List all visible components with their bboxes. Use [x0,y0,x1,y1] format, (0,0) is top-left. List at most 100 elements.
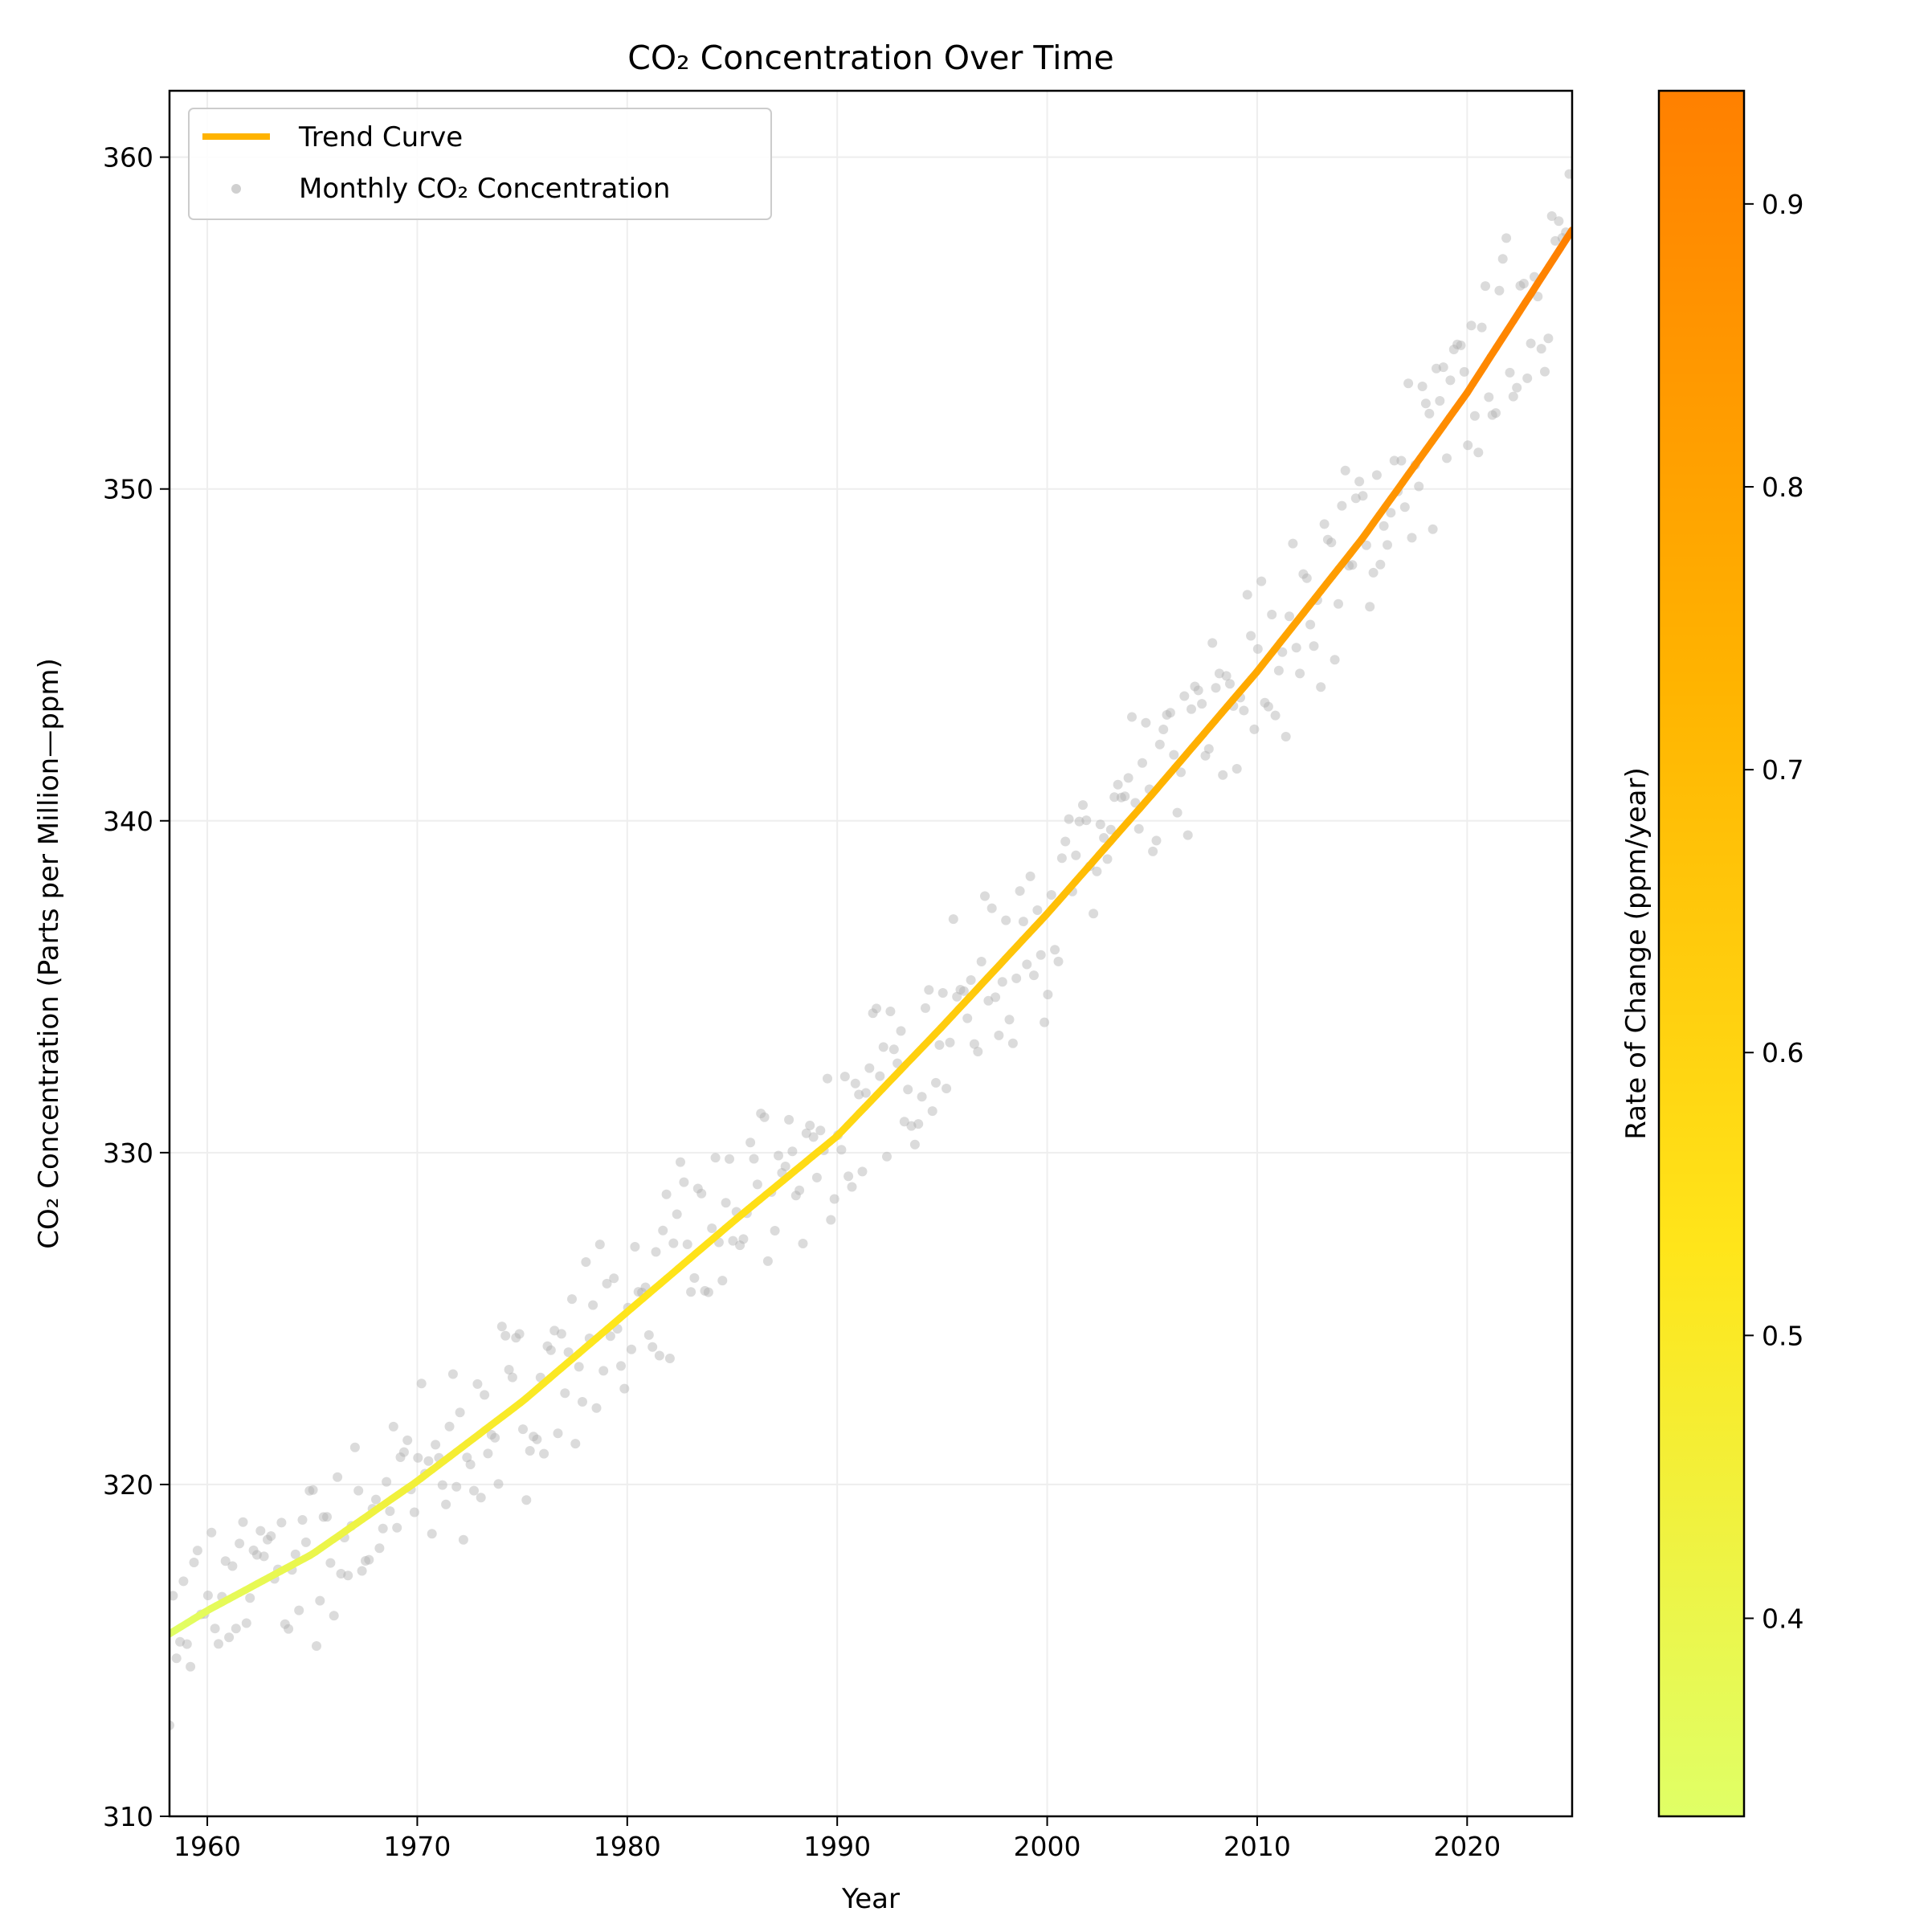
y-tick-label: 320 [103,1469,153,1501]
x-tick-label: 1970 [383,1831,451,1862]
scatter-point [462,1452,472,1463]
scatter-point [444,1421,455,1432]
scatter-point [388,1421,398,1432]
scatter-point [770,1226,780,1236]
scatter-point [1120,791,1130,802]
scatter-point [997,977,1007,987]
scatter-point [823,1073,832,1084]
scatter-point [1497,254,1508,264]
scatter-point [1169,750,1179,760]
scatter-point [759,1112,770,1122]
scatter-point [1001,915,1011,925]
scatter-point [888,1044,899,1055]
scatter-point [1403,378,1414,389]
scatter-point [1138,758,1147,768]
scatter-point [668,1238,679,1248]
scatter-point [885,1007,896,1016]
scatter-point [1127,712,1137,722]
colorbar: 0.4 0.5 0.6 0.7 0.8 0.9 Rate of Change (ppm/y… [1620,89,1803,1818]
scatter-point [1386,508,1396,518]
scatter-point [1494,285,1505,296]
scatter-point [728,1236,738,1246]
scatter-point [1081,815,1092,826]
scatter-point [934,1040,945,1050]
scatter-point [238,1517,248,1527]
scatter-point [1092,866,1102,876]
scatter-point [231,1624,241,1634]
scatter-point [1102,854,1113,864]
scatter-point [1207,638,1218,648]
scatter-point [966,975,976,985]
scatter-point [1263,701,1273,712]
legend: Trend Curve Monthly CO₂ Concentration [188,108,772,220]
scatter-point [511,1333,521,1343]
scatter-point [322,1512,332,1522]
scatter-point [1183,830,1193,840]
scatter-point [1424,408,1435,419]
scatter-point [416,1379,427,1389]
scatter-point [1252,643,1263,654]
scatter-point [1267,610,1277,619]
colorbar-label: Rate of Change (ppm/year) [1620,767,1652,1139]
legend-box [188,108,772,220]
scatter-point [725,1154,734,1164]
scatter-point [707,1223,717,1233]
scatter-point [1242,590,1252,600]
scatter-point [1239,705,1249,716]
scatter-point [844,1171,854,1182]
scatter-point [518,1424,528,1435]
scatter-point [378,1523,388,1534]
scatter-point [542,1341,553,1351]
scatter-point [1260,697,1270,708]
scatter-point [220,1556,231,1566]
scatter-point [556,1329,566,1339]
scatter-point [1383,540,1392,550]
scatter-point [224,1632,235,1643]
scatter-point [1554,216,1564,227]
scatter-point [496,1321,507,1332]
scatter-point [1116,792,1126,803]
scatter-point [1350,493,1361,504]
scatter-point [1060,836,1071,847]
scatter-point [1399,502,1410,513]
y-tick-label: 340 [103,806,153,837]
scatter-point [927,1106,937,1117]
scatter-point [1193,685,1203,696]
scatter-point [794,1185,805,1195]
scatter-point [945,1037,955,1048]
scatter-point [1330,655,1340,665]
scatter-point [451,1481,462,1492]
scatter-point [170,1720,174,1730]
scatter-point [472,1379,483,1389]
scatter-point [1368,567,1379,578]
scatter-point [958,986,969,996]
scatter-point [329,1611,339,1621]
scatter-point [507,1372,517,1383]
scatter-point [304,1485,315,1496]
scatter-point [1134,823,1144,834]
scatter-point [1270,710,1281,721]
scatter-point [1487,410,1497,420]
scatter-point [594,1240,605,1250]
scatter-point [896,1026,906,1036]
scatter-point [745,1138,756,1148]
scatter-point [297,1515,308,1525]
scatter-point [1526,338,1536,349]
scatter-point [325,1558,336,1568]
scatter-point [349,1442,360,1452]
scatter-point [921,1003,930,1013]
scatter-point [469,1485,479,1496]
scatter-point [1288,538,1298,549]
scatter-point [1445,375,1456,386]
scatter-point [578,1397,587,1407]
scatter-point [1334,598,1343,609]
scatter-point [1533,292,1543,302]
scatter-point [1546,211,1557,221]
scatter-point [364,1554,374,1565]
scatter-point [1078,800,1088,811]
scatter-point [735,1240,745,1251]
scatter-point [1540,366,1550,377]
scatter-point [1414,481,1424,492]
scatter-point [1158,725,1169,734]
scatter-point [878,1042,888,1052]
